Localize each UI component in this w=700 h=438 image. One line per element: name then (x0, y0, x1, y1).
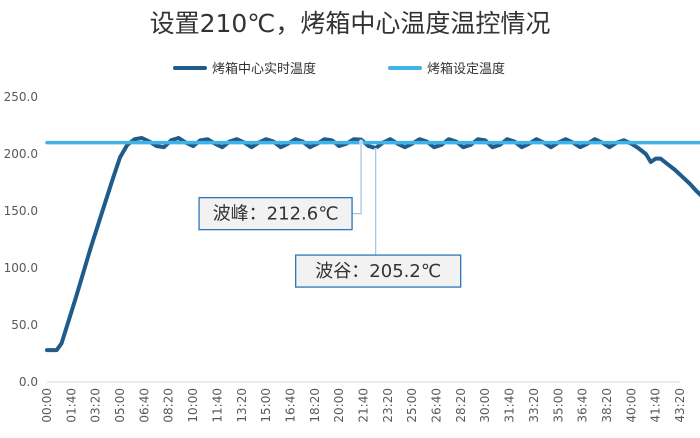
x-tick-label: 11:40 (210, 388, 224, 423)
y-tick-label: 50.0 (11, 318, 38, 332)
x-tick-label: 41:40 (649, 388, 663, 423)
x-tick-label: 31:40 (503, 388, 517, 423)
y-tick-label: 100.0 (4, 261, 38, 275)
callout-label: 波谷：205.2℃ (315, 261, 441, 282)
x-tick-label: 08:20 (162, 388, 176, 423)
x-tick-label: 16:40 (283, 388, 297, 423)
callout-label: 波峰：212.6℃ (213, 204, 339, 225)
x-tick-label: 21:40 (357, 388, 371, 423)
x-tick-label: 28:20 (454, 388, 468, 423)
x-axis: 00:00 01:40 03:20 05:00 06:40 08:20 10:00 11:40… (40, 388, 687, 423)
x-tick-label: 43:20 (673, 388, 687, 423)
x-tick-label: 06:40 (137, 388, 151, 423)
x-tick-label: 35:00 (551, 388, 565, 423)
legend-label-setpoint: 烤箱设定温度 (427, 61, 505, 77)
callout-peak: 波峰：212.6℃ (198, 139, 363, 231)
x-tick-label: 30:00 (478, 388, 492, 423)
legend: 烤箱中心实时温度 烤箱设定温度 (173, 61, 505, 77)
callout-leader (352, 139, 362, 215)
callout-box (295, 254, 462, 288)
x-tick-label: 01:40 (64, 388, 78, 423)
x-tick-label: 25:00 (405, 388, 419, 423)
x-tick-label: 23:20 (381, 388, 395, 423)
x-tick-label: 03:20 (89, 388, 103, 423)
y-axis: 0.0 50.0 100.0 150.0 200.0 250.0 (4, 90, 38, 389)
x-tick-label: 20:00 (332, 388, 346, 423)
x-tick-label: 26:40 (430, 388, 444, 423)
x-tick-label: 36:40 (576, 388, 590, 423)
callout-leader-halo (352, 139, 363, 216)
y-tick-label: 200.0 (4, 147, 38, 161)
x-tick-label: 33:20 (527, 388, 541, 423)
chart-title: 设置210℃，烤箱中心温度温控情况 (150, 9, 551, 38)
x-tick-label: 13:20 (235, 388, 249, 423)
x-tick-label: 40:00 (624, 388, 638, 423)
x-tick-label: 18:20 (308, 388, 322, 423)
x-tick-label: 00:00 (40, 388, 54, 423)
x-tick-label: 05:00 (113, 388, 127, 423)
x-tick-label: 38:20 (600, 388, 614, 423)
series-realtime-line (45, 136, 700, 353)
callout-trough: 波谷：205.2℃ (295, 148, 462, 288)
annotations: 波峰：212.6℃ 波谷：205.2℃ (198, 139, 462, 288)
y-tick-label: 0.0 (19, 375, 38, 389)
y-tick-label: 150.0 (4, 204, 38, 218)
x-tick-label: 15:00 (259, 388, 273, 423)
y-tick-label: 250.0 (4, 90, 38, 104)
x-tick-label: 10:00 (186, 388, 200, 423)
series-group (45, 136, 700, 353)
legend-label-realtime: 烤箱中心实时温度 (212, 61, 316, 77)
callout-box (198, 196, 353, 231)
